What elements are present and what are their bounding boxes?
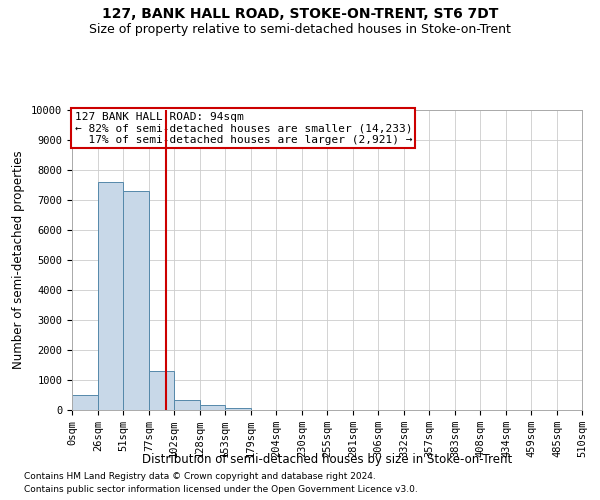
Text: 127, BANK HALL ROAD, STOKE-ON-TRENT, ST6 7DT: 127, BANK HALL ROAD, STOKE-ON-TRENT, ST6… xyxy=(102,8,498,22)
Text: Size of property relative to semi-detached houses in Stoke-on-Trent: Size of property relative to semi-detach… xyxy=(89,22,511,36)
Bar xyxy=(225,408,251,410)
Bar xyxy=(98,182,123,410)
Bar xyxy=(200,405,225,410)
Bar xyxy=(123,191,149,410)
Bar xyxy=(72,395,98,410)
Text: 127 BANK HALL ROAD: 94sqm
← 82% of semi-detached houses are smaller (14,233)
  1: 127 BANK HALL ROAD: 94sqm ← 82% of semi-… xyxy=(74,112,412,144)
Bar xyxy=(149,371,174,410)
Text: Contains HM Land Registry data © Crown copyright and database right 2024.: Contains HM Land Registry data © Crown c… xyxy=(24,472,376,481)
Text: Contains public sector information licensed under the Open Government Licence v3: Contains public sector information licen… xyxy=(24,485,418,494)
Text: Distribution of semi-detached houses by size in Stoke-on-Trent: Distribution of semi-detached houses by … xyxy=(142,452,512,466)
Y-axis label: Number of semi-detached properties: Number of semi-detached properties xyxy=(13,150,25,370)
Bar xyxy=(174,400,200,410)
